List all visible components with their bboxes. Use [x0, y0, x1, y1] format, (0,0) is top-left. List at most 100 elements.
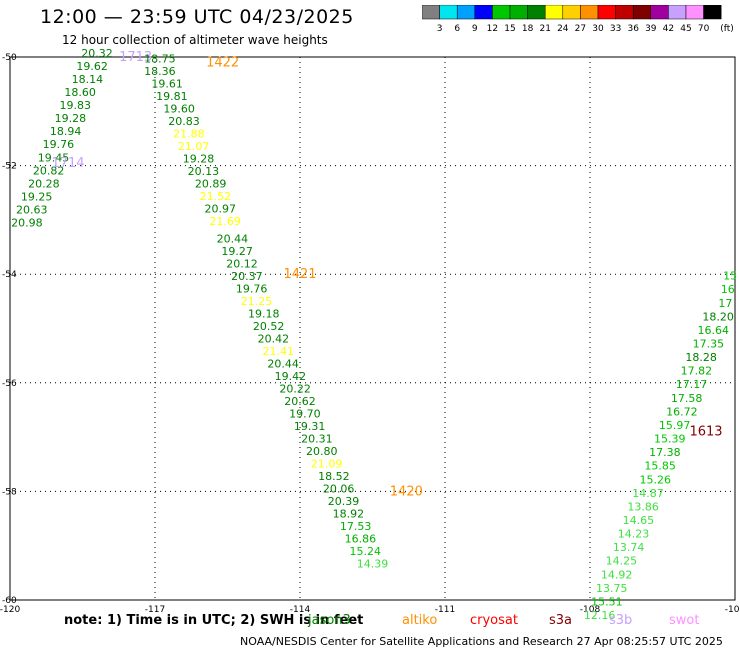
pass-time-label: 1421	[283, 267, 316, 282]
wave-height-label: 20.42	[258, 333, 290, 346]
wave-height-label: 19.27	[221, 245, 253, 258]
colorbar-tick-label: 6	[454, 24, 460, 34]
pass-time-label: 1613	[689, 425, 722, 440]
page-subtitle: 12 hour collection of altimeter wave hei…	[62, 33, 328, 47]
colorbar-unit: (ft)	[720, 24, 734, 34]
wave-height-label: 16.72	[666, 405, 698, 418]
colorbar-tick-label: 36	[627, 24, 639, 34]
colorbar-tick-label: 30	[592, 24, 604, 34]
wave-height-label: 17.17	[676, 378, 708, 391]
wave-height-label: 14.87	[632, 487, 664, 500]
wave-height-label: 16.64	[698, 324, 730, 337]
wave-height-label: 20.32	[81, 47, 113, 60]
pass-time-label: 1714	[51, 156, 84, 171]
satellite-key-jason3: jason3	[308, 613, 351, 628]
map-frame	[9, 56, 736, 601]
wave-height-label: 20.62	[284, 395, 316, 408]
wave-height-label: 13.74	[613, 541, 645, 554]
wave-height-label: 13.75	[596, 582, 628, 595]
wave-height-label: 20.82	[33, 164, 65, 177]
latitude-tick-label: -58	[2, 487, 17, 497]
colorbar-tick-label: 18	[522, 24, 534, 34]
wave-height-label: 20.28	[28, 177, 60, 190]
wave-height-label: 15.97	[659, 419, 691, 432]
wave-height-label: 14.23	[618, 528, 650, 541]
colorbar-tick-label: 12	[487, 24, 498, 34]
pass-time-label: 1420	[390, 484, 423, 499]
wave-height-label: 18.92	[333, 507, 365, 520]
wave-height-label: 20.44	[217, 233, 249, 246]
wave-height-label: 20.31	[301, 433, 333, 446]
wave-height-label: 19.76	[236, 283, 268, 296]
colorbar-tick-label: 9	[472, 24, 478, 34]
wave-height-label: 19.42	[275, 370, 307, 383]
colorbar-tick-label: 3	[437, 24, 443, 34]
latitude-tick-label: -50	[2, 53, 17, 63]
wave-height-label: 20.52	[253, 320, 285, 333]
colorbar-tick-label: 33	[610, 24, 621, 34]
wave-height-label: 14.25	[606, 555, 638, 568]
wave-height-label: 15.26	[640, 473, 672, 486]
satellite-key-s3a: s3a	[549, 613, 573, 628]
longitude-tick-label: -120	[0, 605, 20, 615]
wave-height-label: 18.52	[318, 470, 350, 483]
colorbar-swatch	[703, 5, 722, 20]
wave-height-label: 14.65	[623, 514, 655, 527]
wave-height-label: 19.62	[76, 60, 108, 73]
wave-height-label: 17	[718, 297, 732, 310]
satellite-key-altiko: altiko	[402, 613, 438, 628]
wave-height-label: 19.76	[43, 138, 75, 151]
colorbar-tick-label: 45	[680, 24, 691, 34]
wave-height-label: 19.18	[248, 308, 280, 321]
wave-height-label: 20.80	[306, 445, 338, 458]
wave-height-label: 17.58	[671, 392, 703, 405]
pass-time-label: 1422	[206, 55, 239, 70]
wave-height-label: 20.89	[195, 177, 227, 190]
footnote: note: 1) Time is in UTC; 2) SWH is in fe…	[64, 613, 364, 628]
longitude-tick-label: -114	[290, 605, 311, 615]
wave-height-label: 12.16	[584, 609, 616, 620]
wave-height-label: 20.98	[11, 216, 43, 229]
colorbar-tick-label: 70	[698, 24, 710, 34]
wave-height-label: 14.92	[601, 568, 633, 581]
wave-height-label: 20.39	[328, 495, 360, 508]
wave-height-label: 21.69	[209, 215, 241, 228]
altimeter-map: -120 -117 -114 -111 -108 -105 -50 -52 -54 -56 -58 -…	[0, 47, 740, 620]
wave-height-label: 20.63	[16, 203, 48, 216]
wave-height-label: 19.83	[60, 99, 92, 112]
wave-height-label: 19.31	[294, 420, 326, 433]
wave-height-label: 16.86	[345, 532, 377, 545]
wave-height-label: 19.25	[21, 190, 53, 203]
colorbar-tick-label: 39	[645, 24, 657, 34]
latitude-tick-label: -56	[2, 379, 17, 389]
wave-height-label: 13.86	[627, 500, 659, 513]
wave-height-label: 19.70	[289, 408, 321, 421]
colorbar-tick-label: 21	[539, 24, 550, 34]
longitude-tick-label: -105	[725, 605, 740, 615]
colorbar-tick-label: 24	[557, 24, 569, 34]
wave-height-label: 20.06	[323, 482, 355, 495]
longitude-tick-label: -117	[145, 605, 165, 615]
satellite-key-s3b: s3b	[609, 613, 633, 628]
wave-height-label: 21.07	[178, 140, 210, 153]
wave-height-label: 20.22	[279, 383, 311, 396]
wave-height-colorbar: 3 6 9 12 15 18 21 24 27 30 33 36 39 42 45 70 (ft)	[422, 5, 734, 34]
wave-height-label: 18.20	[702, 310, 734, 323]
wave-height-label: 17.53	[340, 520, 372, 533]
colorbar-tick-label: 27	[575, 24, 586, 34]
wave-height-label: 19.60	[163, 102, 195, 115]
wave-height-label: 14.39	[357, 557, 389, 570]
wave-height-label: 16	[721, 283, 735, 296]
wave-height-label: 15.51	[591, 595, 623, 608]
wave-height-label: 20.44	[267, 358, 299, 371]
latitude-tick-label: -52	[2, 162, 17, 172]
wave-height-label: 18.94	[50, 125, 82, 138]
wave-height-label: 21.25	[241, 295, 273, 308]
wave-height-label: 18.14	[72, 73, 104, 86]
wave-height-label: 19.28	[183, 152, 215, 165]
colorbar-tick-label: 42	[663, 24, 674, 34]
wave-height-label: 20.12	[226, 258, 258, 271]
wave-height-label: 19.45	[38, 151, 70, 164]
wave-height-label: 21.88	[173, 127, 205, 140]
